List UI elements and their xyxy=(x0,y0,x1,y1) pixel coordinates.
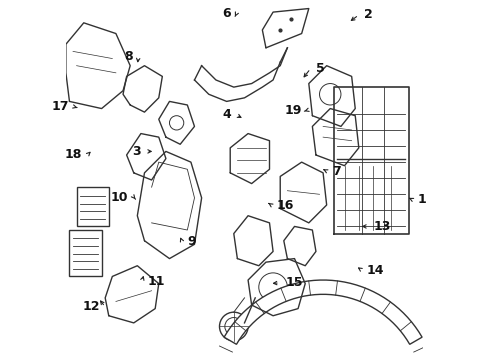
Text: 16: 16 xyxy=(276,198,293,212)
Text: 11: 11 xyxy=(147,275,164,288)
Text: 6: 6 xyxy=(222,8,230,21)
Text: 14: 14 xyxy=(366,264,384,276)
Text: 19: 19 xyxy=(284,104,301,117)
Text: 12: 12 xyxy=(82,300,100,313)
Text: 15: 15 xyxy=(285,276,302,289)
Text: 9: 9 xyxy=(187,235,196,248)
Text: 17: 17 xyxy=(51,100,69,113)
Text: 5: 5 xyxy=(315,62,324,75)
Bar xyxy=(77,187,108,226)
Text: 2: 2 xyxy=(364,9,372,22)
Text: 13: 13 xyxy=(372,220,390,233)
Text: 4: 4 xyxy=(222,108,230,121)
Text: 3: 3 xyxy=(132,145,141,158)
Bar xyxy=(69,230,102,276)
Polygon shape xyxy=(224,280,421,344)
Text: 7: 7 xyxy=(331,165,340,177)
Text: 8: 8 xyxy=(124,50,133,63)
Text: 18: 18 xyxy=(64,148,82,162)
Text: 1: 1 xyxy=(417,193,426,206)
Text: 10: 10 xyxy=(111,191,128,204)
